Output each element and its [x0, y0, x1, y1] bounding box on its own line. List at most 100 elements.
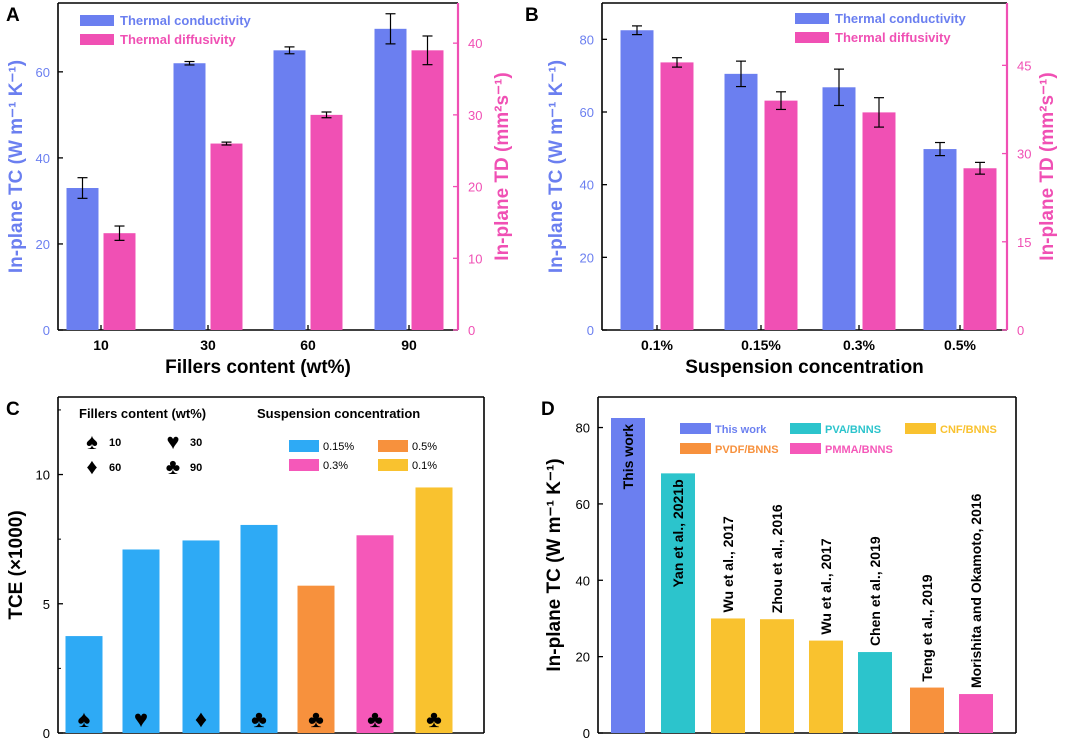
panel-c-bar-symbol: ♣ — [251, 706, 267, 733]
panel-d-bar-label: Wu et al., 2017 — [818, 538, 834, 634]
panel-c-legend-symbol-label: 10 — [109, 437, 121, 449]
panel-d-bar — [711, 618, 745, 733]
panel-b-ytick-label: 0 — [587, 323, 594, 338]
panel-b-y2tick-label: 30 — [1017, 147, 1031, 162]
panel-d-bar — [910, 687, 944, 733]
panel-d-ytick-label: 20 — [576, 650, 590, 665]
panel-c-bar-symbol: ♥ — [134, 706, 148, 733]
panel-b-td-bar — [963, 168, 997, 330]
panel-d-legend-swatch — [790, 443, 821, 454]
panel-b-td-bar — [764, 100, 798, 331]
panel-a-xtick-label: 10 — [93, 337, 109, 353]
panel-c-bar — [297, 585, 335, 733]
panel-d-legend-swatch — [790, 423, 821, 434]
panel-d-legend-label: CNF/BNNS — [940, 424, 997, 436]
panel-c-bar — [240, 524, 278, 733]
panel-d-legend-swatch — [680, 423, 711, 434]
panel-c-legend-color-label: 0.1% — [412, 460, 437, 472]
panel-a-td-bar — [210, 143, 243, 330]
panel-c-legend-title-suspension: Suspension concentration — [257, 406, 420, 421]
panel-c-ylabel: TCE (×1000) — [6, 510, 27, 619]
panel-a-ytick-label: 0 — [43, 323, 50, 338]
panel-c-legend-symbol: ♣ — [166, 454, 180, 479]
panel-a-td-bar — [310, 114, 343, 330]
panel-d-bar — [661, 473, 695, 733]
panel-c-bar — [65, 636, 103, 733]
panel-c-letter: C — [6, 399, 20, 420]
panel-a-y2tick-label: 40 — [468, 36, 482, 51]
panel-c-legend-color-label: 0.5% — [412, 441, 437, 453]
panel-d-bar-label: Chen et al., 2019 — [867, 536, 883, 646]
panel-c-legend-symbol: ♦ — [86, 454, 97, 479]
panel-b-legend-tc-swatch — [795, 13, 829, 24]
panel-d-bar-label: Yan et al., 2021b — [670, 479, 686, 587]
panel-c-legend-color-label: 0.15% — [323, 441, 354, 453]
panel-d-bar-label: This work — [620, 424, 636, 490]
panel-c-legend-title-fillers: Fillers content (wt%) — [79, 406, 206, 421]
panel-c-ytick-label: 5 — [43, 597, 50, 612]
panel-c-legend-symbol: ♠ — [86, 429, 98, 454]
panel-b-td-bar — [660, 62, 694, 331]
panel-b-letter: B — [525, 5, 539, 26]
panel-c-bar-symbol: ♣ — [367, 706, 383, 733]
panel-d-bar — [809, 640, 843, 733]
panel-a-ylabel: In-plane TC (W m⁻¹ K⁻¹) — [6, 60, 27, 273]
panel-b-y2tick-label: 15 — [1017, 235, 1031, 250]
panel-a-legend-tc-label: Thermal conductivity — [120, 13, 252, 28]
panel-c-bar-symbol: ♠ — [78, 706, 91, 733]
panel-c-bar — [182, 540, 220, 733]
panel-b-xlabel: Suspension concentration — [685, 357, 924, 378]
panel-c-legend-swatch — [378, 459, 408, 471]
panel-d-legend-label: This work — [715, 424, 767, 436]
panel-d-legend-swatch — [905, 423, 936, 434]
panel-d-bar-label: Teng et al., 2019 — [919, 574, 935, 681]
panel-b-ytick-label: 60 — [580, 105, 594, 120]
panel-b-ylabel2: In-plane TD (mm²s⁻¹) — [1037, 72, 1058, 260]
panel-c-bar-symbol: ♣ — [308, 706, 324, 733]
panel-a-tc-bar — [273, 50, 306, 330]
panel-d-legend-label: PMMA/BNNS — [825, 444, 893, 456]
panel-c-legend-symbol-label: 30 — [190, 437, 202, 449]
panel-d-legend-label: PVA/BNNS — [825, 424, 881, 436]
panel-d-bar — [959, 694, 993, 733]
panel-a-letter: A — [6, 5, 20, 26]
panel-d-letter: D — [541, 399, 555, 420]
panel-b-xtick-label: 0.5% — [944, 337, 976, 353]
panel-a-td-bar — [103, 233, 136, 330]
panel-c-legend-swatch — [289, 440, 319, 452]
panel-b-ylabel: In-plane TC (W m⁻¹ K⁻¹) — [546, 60, 567, 273]
panel-b-y2tick-label: 0 — [1017, 323, 1024, 338]
panel-b-ytick-label: 20 — [580, 250, 594, 265]
panel-b-tc-bar — [923, 149, 957, 330]
panel-b-legend-td-swatch — [795, 32, 829, 43]
panel-b-tc-bar — [620, 30, 654, 330]
panel-d-legend-swatch — [680, 443, 711, 454]
panel-c-legend-swatch — [378, 440, 408, 452]
panel-d-ytick-label: 60 — [576, 497, 590, 512]
panel-b-tc-bar — [822, 87, 856, 330]
panel-c-legend-symbol-label: 60 — [109, 462, 121, 474]
panel-d-ytick-label: 40 — [576, 573, 590, 588]
panel-a-ytick-label: 20 — [36, 237, 50, 252]
panel-a-tc-bar — [66, 188, 99, 330]
panel-a-td-bar — [411, 50, 444, 330]
panel-b-y2tick-label: 45 — [1017, 58, 1031, 73]
panel-c-bar — [415, 487, 453, 733]
panel-a-legend-td-swatch — [80, 34, 114, 45]
panel-a-y2tick-label: 0 — [468, 323, 475, 338]
panel-c-legend-swatch — [289, 459, 319, 471]
panel-d-ylabel: In-plane TC (W m⁻¹ K⁻¹) — [544, 458, 565, 671]
panel-a-legend-tc-swatch — [80, 15, 114, 26]
panel-a-y2tick-label: 20 — [468, 180, 482, 195]
panel-a-tc-bar — [173, 63, 206, 330]
panel-a-ylabel2: In-plane TD (mm²s⁻¹) — [492, 72, 513, 260]
panel-b-tc-bar — [724, 73, 758, 330]
panel-a-tc-bar — [374, 28, 407, 330]
panel-c-legend-symbol: ♥ — [166, 429, 179, 454]
panel-d-bar — [858, 652, 892, 733]
panel-d-bar-label: Morishita and Okamoto, 2016 — [968, 493, 984, 688]
panel-a-ytick-label: 40 — [36, 151, 50, 166]
panel-b-td-bar — [862, 112, 896, 330]
panel-b-xtick-label: 0.15% — [741, 337, 781, 353]
panel-b-xtick-label: 0.3% — [843, 337, 875, 353]
